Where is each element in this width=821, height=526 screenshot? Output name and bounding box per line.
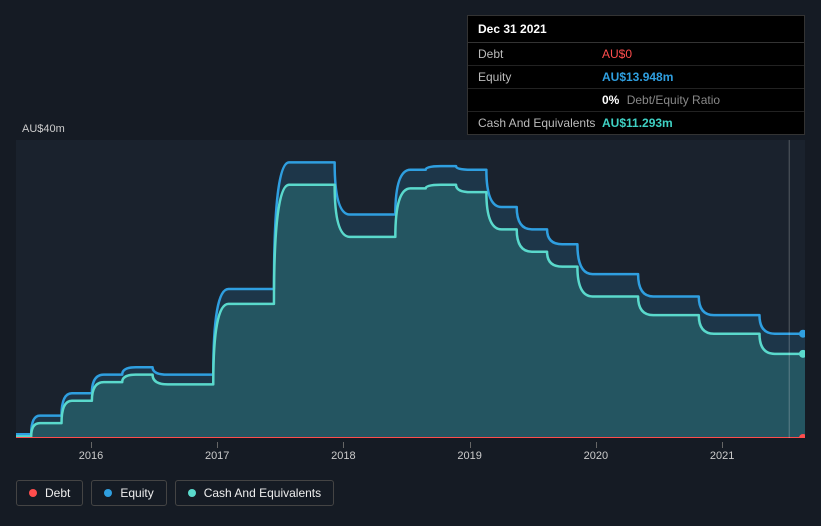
x-tick bbox=[91, 442, 92, 448]
tooltip-debt-label: Debt bbox=[478, 47, 602, 61]
x-axis-label: 2018 bbox=[331, 450, 355, 462]
chart-svg bbox=[16, 140, 805, 438]
x-tick bbox=[217, 442, 218, 448]
x-axis-label: 2021 bbox=[710, 450, 734, 462]
x-axis-label: 2017 bbox=[205, 450, 229, 462]
x-axis-label: 2019 bbox=[457, 450, 481, 462]
legend-cash-label: Cash And Equivalents bbox=[204, 486, 321, 500]
legend-item-debt[interactable]: Debt bbox=[16, 480, 83, 506]
tooltip-debt-value: AU$0 bbox=[602, 47, 794, 61]
legend-item-equity[interactable]: Equity bbox=[91, 480, 166, 506]
x-tick bbox=[470, 442, 471, 448]
x-axis-label: 2016 bbox=[79, 450, 103, 462]
x-tick bbox=[343, 442, 344, 448]
chart-area[interactable]: AU$40m AU$0 201620172018201920202021 bbox=[16, 124, 805, 474]
tooltip-row-equity: Equity AU$13.948m bbox=[468, 66, 804, 89]
legend: Debt Equity Cash And Equivalents bbox=[16, 480, 334, 506]
tooltip-ratio-value: 0% Debt/Equity Ratio bbox=[602, 93, 794, 107]
legend-equity-label: Equity bbox=[120, 486, 153, 500]
tooltip-equity-value: AU$13.948m bbox=[602, 70, 794, 84]
x-tick bbox=[722, 442, 723, 448]
legend-item-cash[interactable]: Cash And Equivalents bbox=[175, 480, 334, 506]
tooltip-row-debt: Debt AU$0 bbox=[468, 43, 804, 66]
tooltip-row-ratio: 0% Debt/Equity Ratio bbox=[468, 89, 804, 112]
tooltip-equity-label: Equity bbox=[478, 70, 602, 84]
tooltip-row-cash: Cash And Equivalents AU$11.293m bbox=[468, 112, 804, 134]
ratio-pct: 0% bbox=[602, 93, 619, 107]
x-tick bbox=[596, 442, 597, 448]
ratio-label: Debt/Equity Ratio bbox=[627, 93, 720, 107]
legend-debt-label: Debt bbox=[45, 486, 70, 500]
tooltip-date: Dec 31 2021 bbox=[468, 16, 804, 43]
legend-dot-equity bbox=[104, 489, 112, 497]
y-axis-max-label: AU$40m bbox=[22, 123, 65, 135]
tooltip-cash-value: AU$11.293m bbox=[602, 116, 794, 130]
tooltip-cash-label: Cash And Equivalents bbox=[478, 116, 602, 130]
tooltip-ratio-spacer bbox=[478, 93, 602, 107]
legend-dot-cash bbox=[188, 489, 196, 497]
x-axis-label: 2020 bbox=[584, 450, 608, 462]
chart-tooltip: Dec 31 2021 Debt AU$0 Equity AU$13.948m … bbox=[467, 15, 805, 135]
legend-dot-debt bbox=[29, 489, 37, 497]
x-axis: 2016 2017 2018 2019 2020 2021 bbox=[16, 442, 805, 472]
